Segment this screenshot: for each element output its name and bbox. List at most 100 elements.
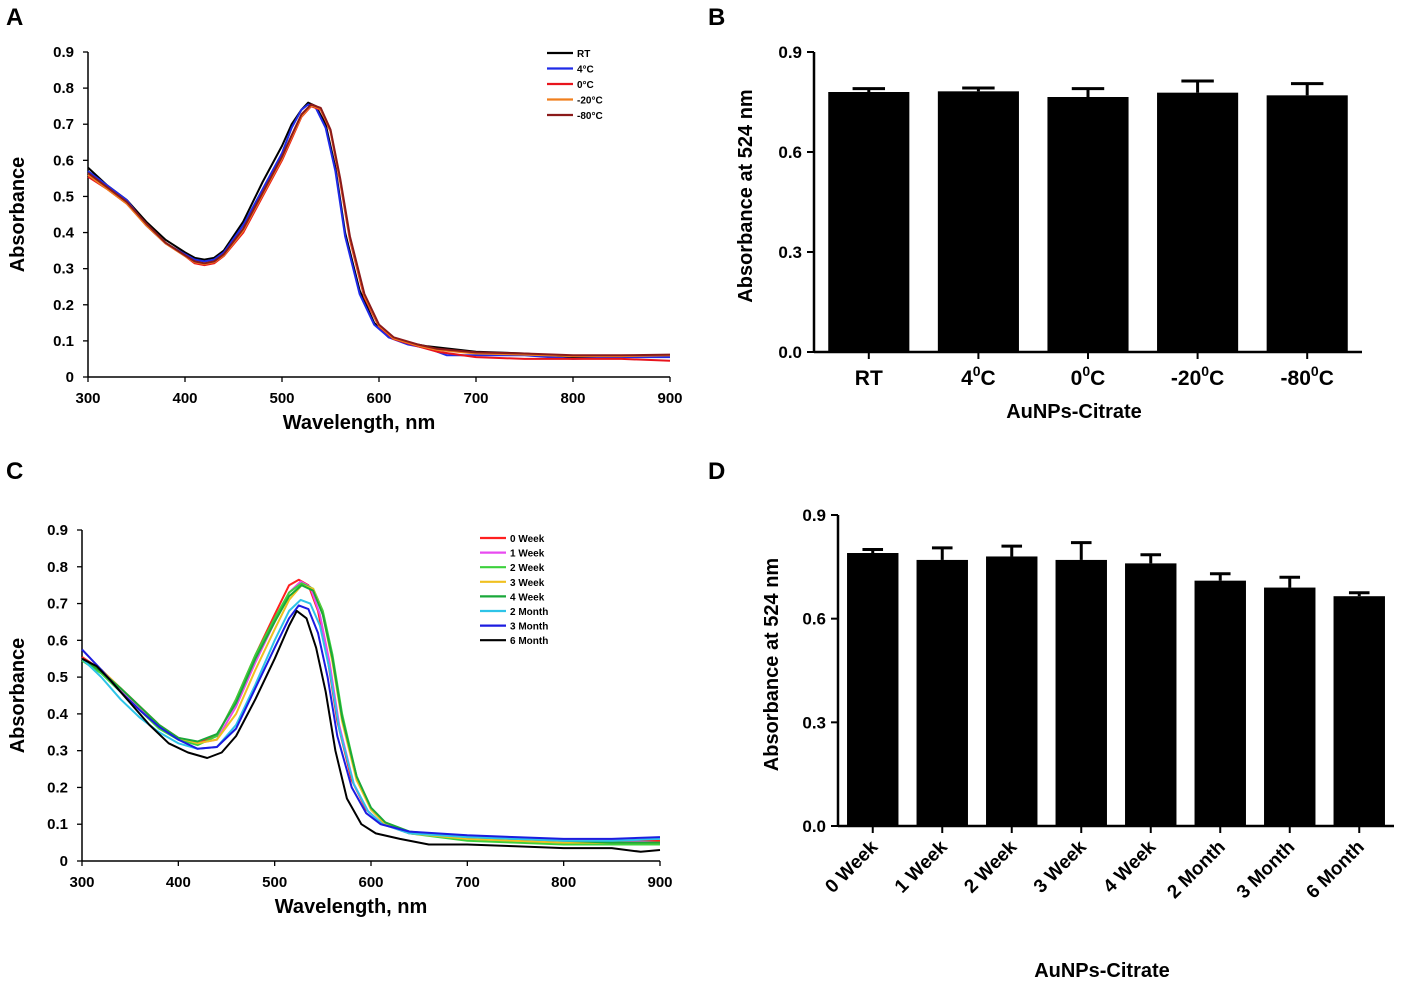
y-tick-label: 0.4 [53,225,75,242]
x-tick-label: 800 [551,874,576,891]
series-line-4-week [81,584,660,844]
y-tick-label: 0.9 [53,44,74,61]
bar [1333,596,1385,826]
x-tick-label-rest: C [1319,367,1334,390]
y-tick-label: 0.1 [47,816,68,833]
panel-label-a: A [6,4,24,31]
y-tick-label: 0.6 [802,610,826,629]
chart-C: 300 400 500 600 700 800 900 0 0.1 0.2 0.3 0.4 0.5 0.6… [7,522,673,918]
y-tick-label: 0.6 [53,152,74,169]
panel-label-b: B [708,4,726,31]
bar [828,92,910,352]
x-tick-label-main: -80 [1281,367,1311,390]
x-tick-label: 500 [269,390,294,407]
y-tick-label: 0.5 [47,669,68,686]
x-tick-label-sup: 0 [1201,363,1209,379]
y-tick-label: 0.3 [802,713,826,732]
x-tick-label: 800 [560,390,585,407]
x-tick-label-rest: C [1090,367,1105,390]
legend-label: 2 Week [510,563,545,574]
x-tick-label: 40C [961,363,996,390]
chart-A: 300 400 500 600 700 800 900 0 0.1 0.2 0.3 0.4 0.5 0.6… [7,44,683,434]
legend-label: 4°C [577,65,594,76]
x-tick-label-sup: 0 [1082,363,1090,379]
legend: RT 4°C 0°C -20°C -80°C [547,49,603,122]
chart-D: 0.0 0.3 0.6 0.9 0 Week 1 Week 2 Week 3 Week 4 We… [761,506,1394,981]
x-tick-label-sup: 0 [973,363,981,379]
series-line-2-month [81,598,661,842]
x-axis-label: Wavelength, nm [275,896,428,918]
series-line--80-c [87,103,671,357]
legend-label: 1 Week [510,549,545,560]
x-tick-label-rest: C [981,367,996,390]
legend-label: 0°C [577,80,594,91]
x-axis-label: AuNPs-Citrate [1006,401,1142,423]
y-tick-label: 0.9 [802,506,826,525]
legend-label: 4 Week [510,592,545,603]
series-line-rt [87,101,671,359]
x-axis-label: AuNPs-Citrate [1034,960,1170,981]
x-tick-label-main: 4 [961,367,973,390]
x-tick-label-rest: C [1209,367,1224,390]
y-tick-label: 0.9 [47,522,68,539]
x-axis-label: Wavelength, nm [283,412,436,434]
x-tick-label-sup: 0 [1311,363,1319,379]
x-tick-label-main: -20 [1171,367,1201,390]
y-tick-label: 0.3 [53,261,74,278]
bar [847,553,899,826]
x-tick-label: 4 Week [1099,836,1160,897]
series-line-1-week [81,580,661,844]
legend-label: 2 Month [510,607,548,618]
y-tick-label: 0.8 [47,559,68,576]
y-tick-label: 0 [66,369,74,386]
panel-label-c: C [6,458,24,485]
series-line-4-c [87,103,670,360]
y-tick-label: 0.9 [778,43,802,62]
x-tick-label: 3 Month [1233,837,1299,903]
legend-label: 3 Week [510,578,545,589]
y-tick-label: 0.4 [47,706,69,723]
y-axis-label: Absorbance at 524 nm [761,558,783,771]
chart-B: 0.00.30.60.9RT 40C 00C -200C -800CAuNPs-Citr… [735,43,1362,423]
x-tick-label: 700 [455,874,480,891]
bar [986,556,1038,826]
legend: 0 Week 1 Week 2 Week 3 Week 4 Week 2 Month 3 M… [480,534,548,647]
y-axis-label: Absorbance [7,638,29,754]
y-tick-label: 0.2 [47,779,68,796]
y-tick-label: 0.6 [778,143,802,162]
x-tick-label: -200C [1171,363,1224,390]
bar [1266,95,1348,352]
x-tick-label: 2 Month [1163,837,1229,903]
y-tick-label: 0.5 [53,188,74,205]
y-tick-label: 0.8 [53,80,74,97]
bar [1157,92,1239,353]
x-tick-label: 500 [262,874,287,891]
legend-label: 0 Week [510,534,545,545]
x-tick-label: 3 Week [1030,836,1091,897]
y-tick-label: 0 [60,853,68,870]
y-tick-label: 0.0 [802,817,826,836]
bar [1047,97,1129,352]
x-tick-label: 400 [166,874,191,891]
x-tick-label: 2 Week [960,836,1021,897]
legend-label: -20°C [577,96,603,107]
y-tick-label: 0.0 [778,343,802,362]
x-tick-label: 900 [657,390,682,407]
legend-label: 6 Month [510,636,548,647]
y-tick-label: 0.7 [47,596,68,613]
x-tick-label: 300 [69,874,94,891]
y-tick-label: 0.1 [53,333,74,350]
bar [1264,587,1316,826]
y-tick-label: 0.2 [53,297,74,314]
x-tick-label: 600 [358,874,383,891]
x-tick-label: 1 Week [891,836,952,897]
y-axis-label: Absorbance [7,157,29,273]
x-tick-label: 700 [463,390,488,407]
bar [1194,580,1246,826]
x-tick-label: RT [855,367,883,390]
bar [1125,563,1177,826]
x-tick-label: -800C [1281,363,1334,390]
y-tick-label: 0.3 [47,743,68,760]
x-tick-label: 400 [172,390,197,407]
